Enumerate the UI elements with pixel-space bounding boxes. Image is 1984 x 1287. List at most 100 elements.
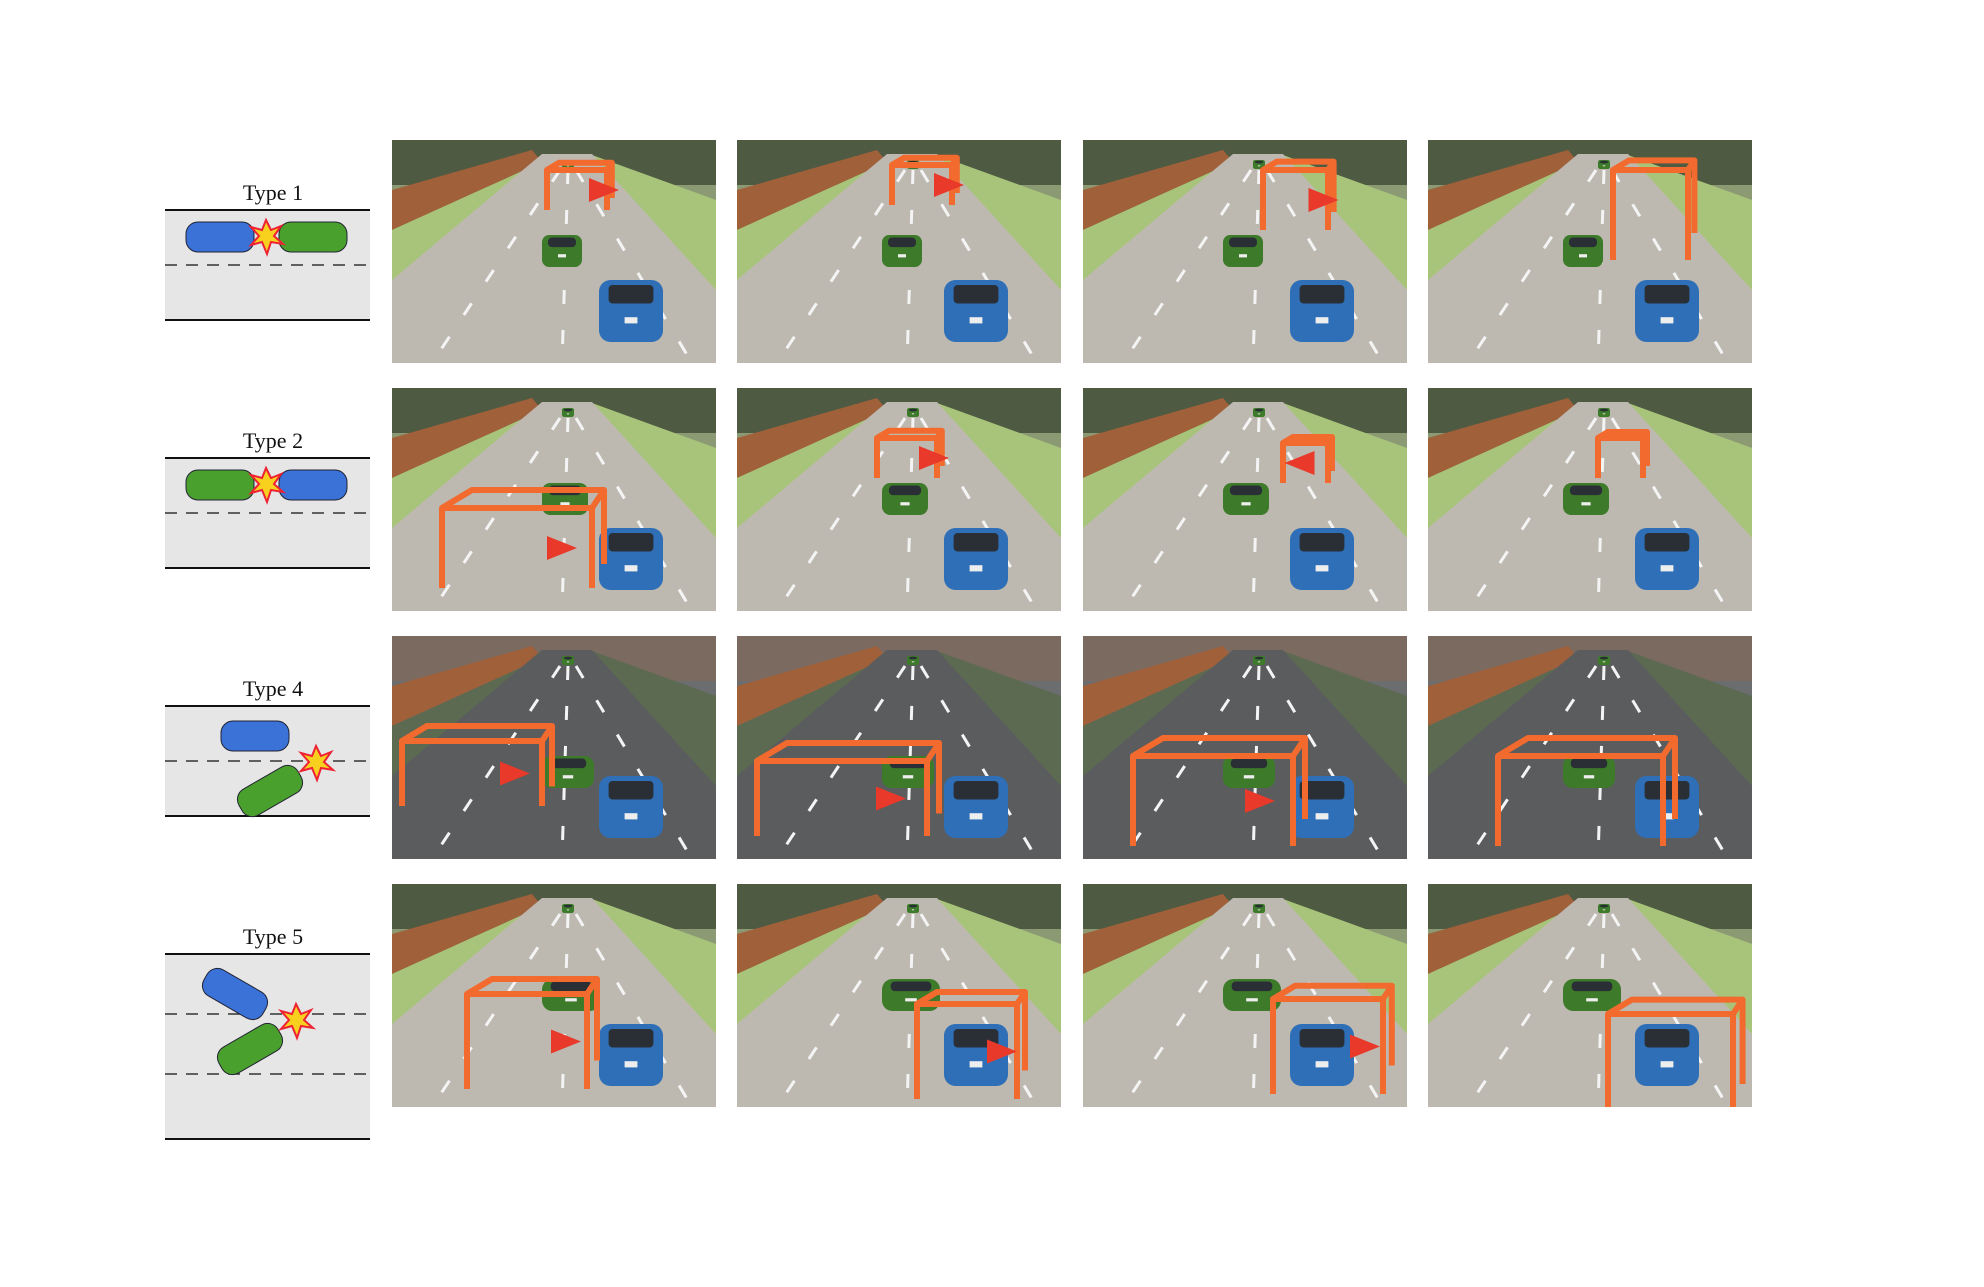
box-frame [1611,157,1698,173]
type-label: Type 5 [243,924,303,949]
car-window [563,656,573,660]
fence [1083,398,1233,478]
plate [1239,254,1247,258]
plate [566,165,570,167]
fence [392,894,542,974]
plate [558,254,566,258]
lane-mark [1596,417,1606,611]
plate [969,317,983,324]
car-window [608,1028,654,1048]
car-window [1254,408,1264,412]
plate [1602,165,1606,167]
fence [1083,894,1233,974]
scene-frame [1083,884,1407,1107]
motion-arrow [1284,451,1315,475]
car-icon [278,469,348,501]
plate [911,413,915,415]
plate [1660,1061,1674,1068]
lane-mark [905,913,915,1107]
plate [1257,909,1261,911]
scene-frame [737,140,1061,363]
car-window [1570,758,1608,769]
motion-arrow [1350,1034,1380,1059]
fence [1428,150,1578,230]
plate [905,998,917,1002]
car-window [908,904,918,908]
car-window [1299,780,1345,800]
car-window [1599,904,1609,908]
fence [392,646,542,726]
motion-arrow [1308,188,1339,212]
box-frame [1495,753,1666,846]
type-label: Type 2 [243,428,303,453]
box-frame [1280,440,1331,483]
plate [969,813,983,820]
type-label: Type 4 [243,676,303,701]
plate [1315,1061,1329,1068]
plate [562,775,574,779]
car-window [1230,758,1268,769]
box-frame [1605,1011,1736,1107]
plate [566,661,570,663]
scene-frame [737,636,1061,859]
motion-arrow [547,536,577,560]
plate [1602,413,1606,415]
car-window [1254,160,1264,164]
car-window [1569,485,1603,496]
box-frame [915,989,1028,1007]
crash-schematic: Type 4 [165,676,370,818]
scene-frame [1428,884,1752,1107]
motion-arrow [934,173,964,197]
plate [969,565,983,572]
car-window [1299,284,1345,304]
fence [737,646,887,726]
lane-mark [560,169,570,363]
fence [1428,894,1578,974]
fence [737,398,887,478]
plate [560,502,570,506]
car-window [890,981,932,992]
box-frame [1595,435,1646,478]
crash-schematic: Type 1 [165,180,370,321]
car-window [563,904,573,908]
box-frame [754,758,930,836]
box-frame [464,991,590,1089]
scene-frame [392,884,716,1107]
car-window [1599,656,1609,660]
collision-icon [278,1001,317,1041]
plate [900,502,910,506]
plate [624,565,638,572]
lane-mark [1251,913,1261,1107]
box-frame [1131,735,1308,759]
box-frame [1271,982,1395,1002]
plate [1579,254,1587,258]
plate [1241,502,1251,506]
car-window [1599,408,1609,412]
plate [1257,413,1261,415]
car-window [1299,532,1345,552]
plate [624,317,638,324]
plate [911,661,915,663]
fence [1083,150,1233,230]
lane-mark [905,169,915,363]
car-window [608,532,654,552]
car-window [953,780,999,800]
plate [1243,775,1255,779]
lane-mark [905,665,915,859]
car-icon [201,967,269,1021]
car-window [1644,284,1690,304]
scene-frame [392,636,716,859]
plate [1602,661,1606,663]
car-window [1569,237,1597,248]
box-frame [755,740,942,764]
fence [1083,646,1233,726]
plate [1660,317,1674,324]
motion-arrow [987,1039,1017,1064]
car-window [908,408,918,412]
car-window [550,981,592,992]
lane-mark [1596,913,1606,1107]
lane-mark [560,417,570,611]
scene-frame [1428,140,1752,363]
scene-frame [1428,388,1752,611]
plate [1581,502,1591,506]
